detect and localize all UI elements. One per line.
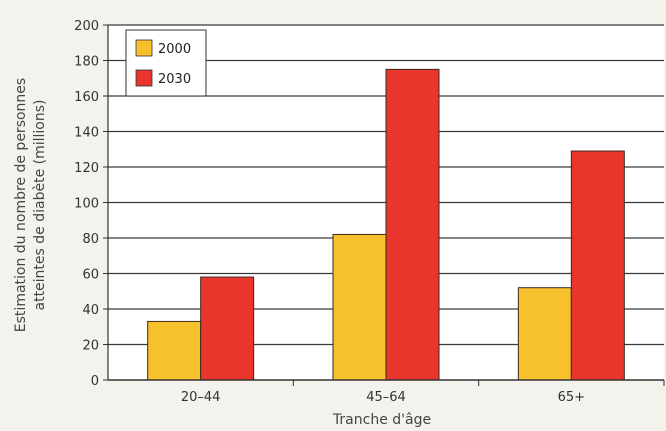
legend-swatch-2000 xyxy=(135,39,153,57)
y-tick-label: 80 xyxy=(82,232,99,247)
bar-2000-1 xyxy=(332,233,387,381)
y-tick-label: 0 xyxy=(91,374,99,389)
y-tick-label: 200 xyxy=(74,19,99,34)
bar-2000-0 xyxy=(147,320,202,381)
x-tick-label: 20–44 xyxy=(181,390,221,405)
legend-label-2030: 2030 xyxy=(158,72,191,87)
y-tick-label: 60 xyxy=(82,268,99,283)
y-tick-label: 40 xyxy=(82,303,99,318)
y-axis-title-line-2: atteintes de diabète (millions) xyxy=(32,100,48,311)
legend-label-2000: 2000 xyxy=(158,42,191,57)
bar-2030-0 xyxy=(200,276,255,381)
bar-2000-2 xyxy=(517,287,572,381)
x-tick-label: 45–64 xyxy=(366,390,406,405)
y-tick-label: 120 xyxy=(74,161,99,176)
x-axis-title: Tranche d'âge xyxy=(332,412,431,428)
legend-swatch-2030 xyxy=(135,69,153,87)
bars xyxy=(147,68,625,381)
x-tick-labels: 20–44 45–64 65+ xyxy=(181,390,585,405)
y-tick-label: 140 xyxy=(74,126,99,141)
y-tick-label: 100 xyxy=(74,197,99,212)
x-tick-label: 65+ xyxy=(558,390,585,405)
legend: 2000 2030 xyxy=(125,29,207,97)
bar-2030-2 xyxy=(570,150,625,381)
bar-2030-1 xyxy=(385,68,440,381)
y-tick-label: 160 xyxy=(74,90,99,105)
y-tick-label: 20 xyxy=(82,339,99,354)
y-tick-labels: 0 20 40 60 80 100 120 140 160 180 200 xyxy=(74,19,99,389)
axes xyxy=(103,24,665,386)
y-axis-title-line-1: Estimation du nombre de personnes xyxy=(13,78,29,332)
y-tick-label: 180 xyxy=(74,55,99,70)
